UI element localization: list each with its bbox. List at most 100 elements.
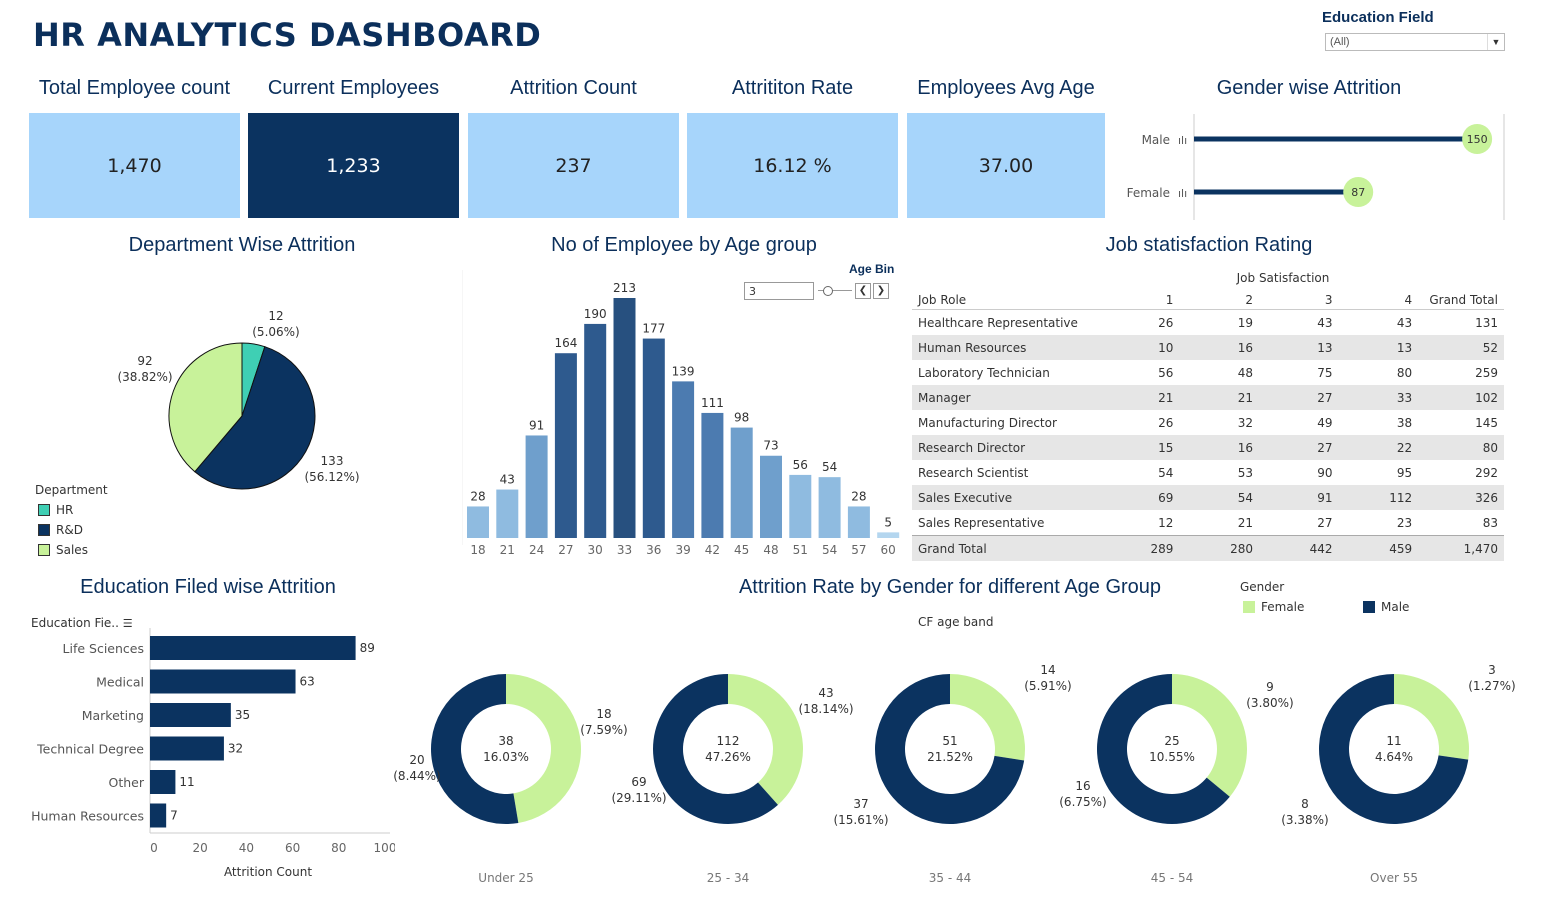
table-cell: 326 [1418, 485, 1504, 510]
table-cell: 52 [1418, 335, 1504, 360]
donut-male-pct: (29.11%) [611, 791, 666, 805]
donut-male-arc [1318, 674, 1469, 824]
sort-icon[interactable]: ☰ [122, 617, 133, 630]
bar-chart-icon: ılı [1178, 134, 1187, 147]
age-bar [525, 435, 548, 538]
chevron-down-icon[interactable]: ▼ [1487, 34, 1504, 50]
gender-label: Male [1142, 133, 1170, 147]
table-total-cell: 442 [1258, 535, 1339, 561]
donut-band-label: Under 25 [478, 871, 533, 885]
donut-female-arc [950, 674, 1025, 761]
chevron-right-icon[interactable]: ❯ [873, 283, 889, 299]
edu-category-label: Marketing [82, 708, 144, 723]
table-cell: Laboratory Technician [918, 365, 1050, 380]
age-bar [672, 381, 695, 538]
bar-chart-icon: ılı [1178, 187, 1187, 200]
table-cell: 21 [1237, 515, 1253, 530]
edu-x-axis-label: Attrition Count [224, 865, 312, 879]
edu-bar-value: 7 [170, 809, 178, 823]
table-total-cell: 1,470 [1418, 535, 1504, 561]
gender-legend-female-label: Female [1261, 600, 1305, 614]
table-cell: 16 [1179, 435, 1259, 460]
table-cell: 80 [1396, 365, 1413, 380]
pie-percent-label: (56.12%) [304, 470, 359, 484]
pie-value-label: 133 [321, 454, 344, 468]
table-cell: Sales Executive [912, 485, 1100, 510]
table-header-cell[interactable]: Grand Total [1418, 291, 1504, 310]
edu-bar [150, 803, 167, 828]
kpi-card-current-employees: 1,233 [248, 113, 459, 218]
kpi-card-avg-age: 37.00 [907, 113, 1105, 218]
donut-female-pct: (18.14%) [798, 702, 853, 716]
table-cell: 83 [1482, 515, 1498, 530]
table-cell: 80 [1418, 435, 1504, 460]
donut-male-value: 69 [631, 775, 646, 789]
donut-male-pct: (8.44%) [393, 769, 440, 783]
donut-female-value: 9 [1266, 680, 1274, 694]
age-tick-label: 18 [470, 543, 485, 557]
age-bar [789, 474, 812, 538]
table-cell: 91 [1258, 485, 1339, 510]
pie-percent-label: (5.06%) [252, 325, 299, 339]
age-tick-label: 48 [763, 543, 778, 557]
table-row: Research Director 15 16 27 22 80 [912, 435, 1504, 460]
job-satisfaction-column-group: Job Satisfaction [1236, 271, 1330, 285]
age-bin-input[interactable]: 3 [744, 282, 814, 300]
donut-band-label: 25 - 34 [707, 871, 750, 885]
kpi-label-total-employee: Total Employee count [38, 77, 231, 99]
edu-bar-value: 63 [300, 675, 315, 689]
table-header-cell[interactable]: 1 [1099, 291, 1180, 310]
legend-label: Sales [56, 543, 88, 557]
table-cell: Sales Representative [918, 515, 1045, 530]
edu-bar-value: 11 [179, 775, 194, 789]
donut-band-label: 35 - 44 [929, 871, 972, 885]
table-total-cell: Grand Total [912, 535, 1100, 561]
table-cell: 21 [1099, 385, 1180, 410]
age-tick-label: 36 [646, 543, 661, 557]
donut-center-total: 38 [498, 734, 513, 748]
age-group-title: No of Employee by Age group [551, 234, 817, 256]
edu-category-label: Technical Degree [36, 742, 144, 757]
table-header-cell[interactable]: Job Role [912, 291, 1100, 310]
table-cell: 43 [1317, 315, 1333, 330]
chevron-left-icon[interactable]: ❮ [855, 283, 871, 299]
table-header-cell[interactable]: 2 [1179, 291, 1259, 310]
edu-category-label: Human Resources [31, 809, 144, 824]
donut-male-value: 20 [409, 753, 424, 767]
donut-center-rate: 10.55% [1149, 750, 1195, 764]
table-header-cell[interactable]: 4 [1338, 291, 1419, 310]
table-cell: 19 [1237, 315, 1253, 330]
table-cell: 27 [1258, 435, 1339, 460]
age-bin-slider-track[interactable] [818, 290, 852, 291]
donut-center-rate: 21.52% [927, 750, 973, 764]
age-bin-slider-handle[interactable] [823, 286, 833, 296]
table-cell: 15 [1099, 435, 1180, 460]
age-bar [642, 338, 665, 538]
age-tick-label: 21 [500, 543, 515, 557]
kpi-card-total-employee: 1,470 [29, 113, 240, 218]
age-bar-value: 98 [734, 411, 749, 425]
age-group-bar-chart: 28 18 43 21 91 24 164 27 190 30 213 33 177 36 139 39 111… [462, 270, 900, 557]
table-row: Manufacturing Director 26 32 49 38 145 [912, 410, 1504, 435]
edu-bar-value: 35 [235, 708, 250, 722]
donut-center-rate: 16.03% [483, 750, 529, 764]
age-bar-value: 111 [701, 396, 724, 410]
table-cell: 112 [1338, 485, 1419, 510]
donut-female-pct: (5.91%) [1024, 679, 1071, 693]
table-row: Laboratory Technician 56 48 75 80 259 [912, 360, 1504, 385]
table-cell: 22 [1338, 435, 1419, 460]
table-cell: 43 [1396, 315, 1413, 330]
education-filter-dropdown[interactable]: (All) ▼ [1325, 33, 1505, 51]
edu-category-label: Medical [96, 675, 144, 690]
table-total-cell: 289 [1099, 535, 1180, 561]
education-attrition-title: Education Filed wise Attrition [80, 576, 336, 598]
gender-legend-female: Female [1243, 597, 1304, 617]
age-bar [496, 489, 519, 538]
donut-male-value: 16 [1075, 779, 1090, 793]
table-cell: Manufacturing Director [918, 415, 1057, 430]
table-cell: 292 [1475, 465, 1498, 480]
table-cell: 95 [1396, 465, 1413, 480]
table-cell: Healthcare Representative [918, 315, 1078, 330]
table-header-cell[interactable]: 3 [1258, 291, 1339, 310]
